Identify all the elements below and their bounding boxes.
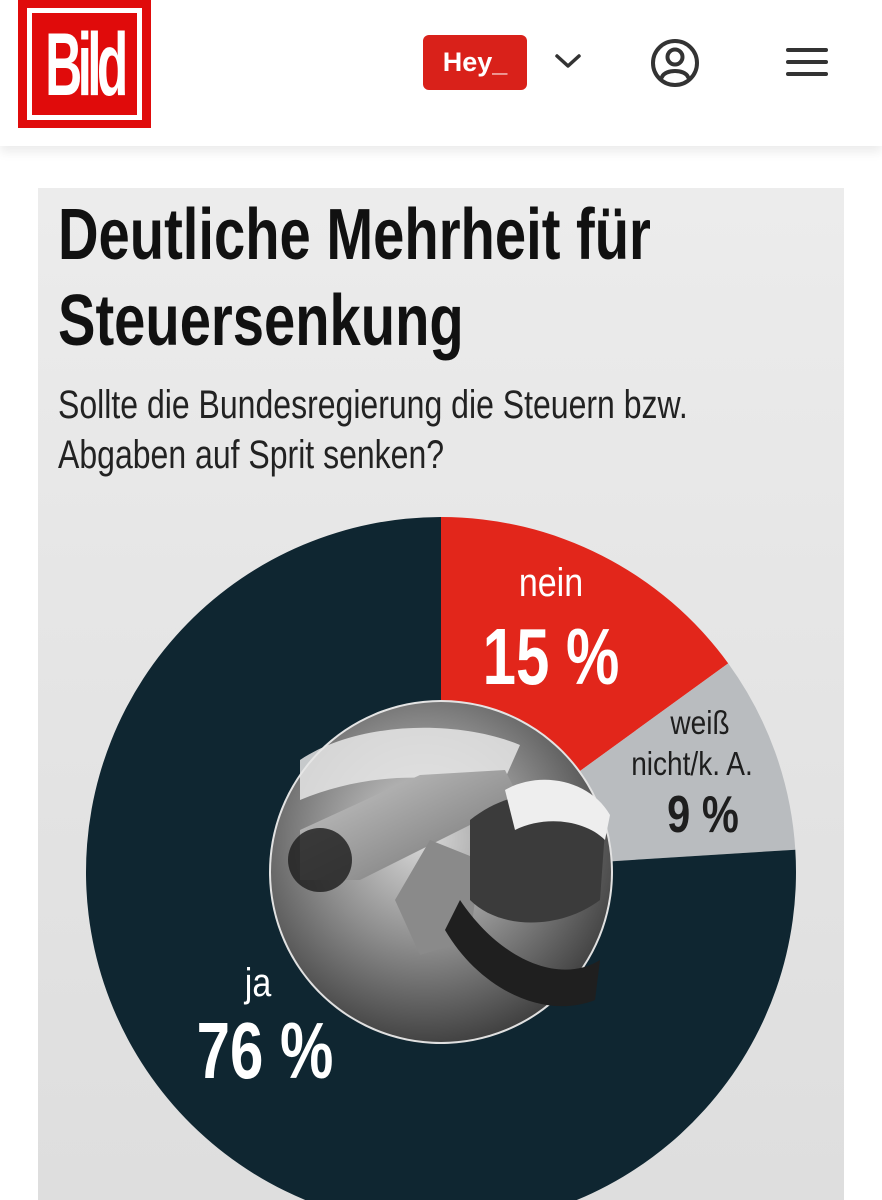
- donut-slices: [86, 517, 796, 1200]
- title-line-2: Steuersenkung: [58, 281, 464, 361]
- slice-value-nein: 15 %: [483, 612, 620, 701]
- chevron-down-icon[interactable]: [554, 50, 582, 72]
- donut-slice-weiß: [580, 663, 796, 862]
- donut-slice-ja: [86, 517, 796, 1200]
- slice-label-weiss-line1: weiß: [669, 705, 729, 742]
- logo-frame: Bild: [27, 8, 142, 120]
- title-line-1: Deutliche Mehrheit für: [58, 195, 651, 275]
- slice-value-ja: 76 %: [197, 1006, 334, 1095]
- slice-label-nein: nein: [519, 559, 583, 604]
- site-header: Bild Hey_: [0, 0, 882, 146]
- question-line-2: Abgaben auf Sprit senken?: [58, 433, 445, 477]
- bild-logo[interactable]: Bild: [18, 0, 151, 128]
- hey-button[interactable]: Hey_: [423, 35, 527, 90]
- slice-label-weiss-line2: nicht/k. A.: [631, 746, 753, 783]
- donut-slice-nein: [441, 517, 729, 771]
- slice-labels: nein 15 % weiß nicht/k. A. 9 % ja 76 %: [197, 559, 753, 1095]
- slice-value-weiss: 9 %: [667, 785, 739, 844]
- graphic-question: Sollte die Bundesregierung die Steuern b…: [58, 380, 778, 480]
- graphic-title: Deutliche Mehrheit für Steuersenkung: [58, 192, 651, 364]
- logo-text: Bild: [45, 14, 128, 114]
- center-photo: [271, 702, 611, 1042]
- menu-icon[interactable]: [784, 44, 830, 80]
- slice-label-ja: ja: [244, 959, 272, 1004]
- question-line-1: Sollte die Bundesregierung die Steuern b…: [58, 383, 688, 427]
- user-icon[interactable]: [650, 38, 700, 88]
